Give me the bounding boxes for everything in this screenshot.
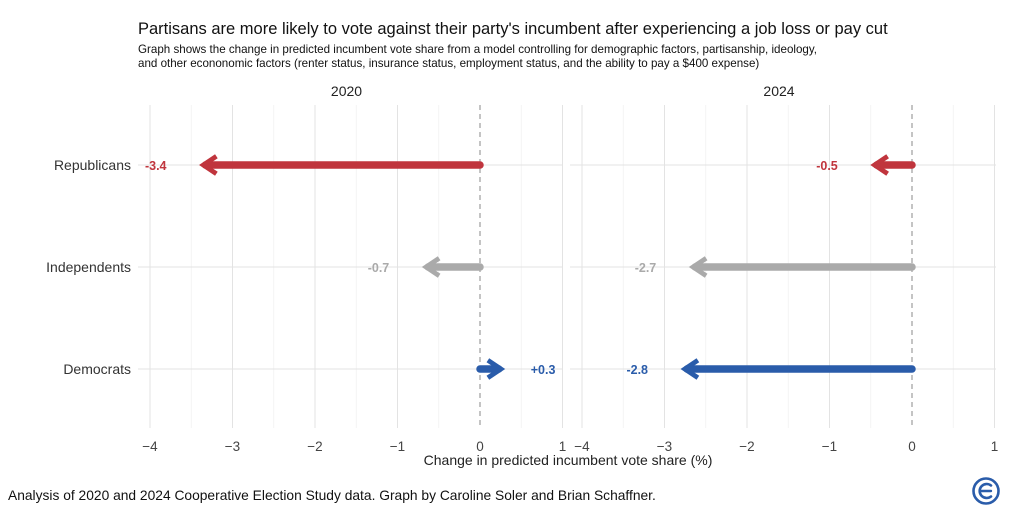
chart-title: Partisans are more likely to vote agains… (138, 20, 888, 38)
category-label-republicans: Republicans (54, 157, 131, 173)
subtitle-line-2: and other econonomic factors (renter sta… (138, 56, 760, 70)
x-tick-label: 1 (559, 439, 567, 454)
chart-caption: Analysis of 2020 and 2024 Cooperative El… (8, 488, 656, 503)
subtitle-line-1: Graph shows the change in predicted incu… (138, 43, 818, 56)
value-label-republicans-2020: -3.4 (145, 159, 167, 173)
category-label-democrats: Democrats (63, 361, 131, 377)
x-tick-label: −2 (739, 439, 754, 454)
value-label-democrats-2024: -2.8 (626, 363, 648, 377)
x-tick-label: −3 (225, 439, 240, 454)
x-tick-label: −4 (574, 439, 590, 454)
x-tick-label: −2 (307, 439, 322, 454)
value-label-republicans-2024: -0.5 (816, 159, 838, 173)
x-tick-label: 1 (991, 439, 999, 454)
x-tick-label: 0 (908, 439, 916, 454)
value-label-independents-2024: -2.7 (635, 261, 657, 275)
chart-subtitle: Graph shows the change in predicted incu… (138, 43, 898, 70)
ces-logo-icon (972, 477, 1000, 505)
x-tick-label: −4 (142, 439, 158, 454)
x-tick-label: −1 (822, 439, 837, 454)
value-label-democrats-2020: +0.3 (531, 363, 556, 377)
facet-label-2020: 2020 (331, 83, 362, 99)
x-tick-label: −1 (390, 439, 405, 454)
facet-label-2024: 2024 (763, 83, 794, 99)
category-label-independents: Independents (46, 259, 131, 275)
x-tick-label: −3 (657, 439, 672, 454)
x-axis-label: Change in predicted incumbent vote share… (424, 452, 713, 468)
x-tick-label: 0 (476, 439, 484, 454)
value-label-independents-2020: -0.7 (368, 261, 390, 275)
